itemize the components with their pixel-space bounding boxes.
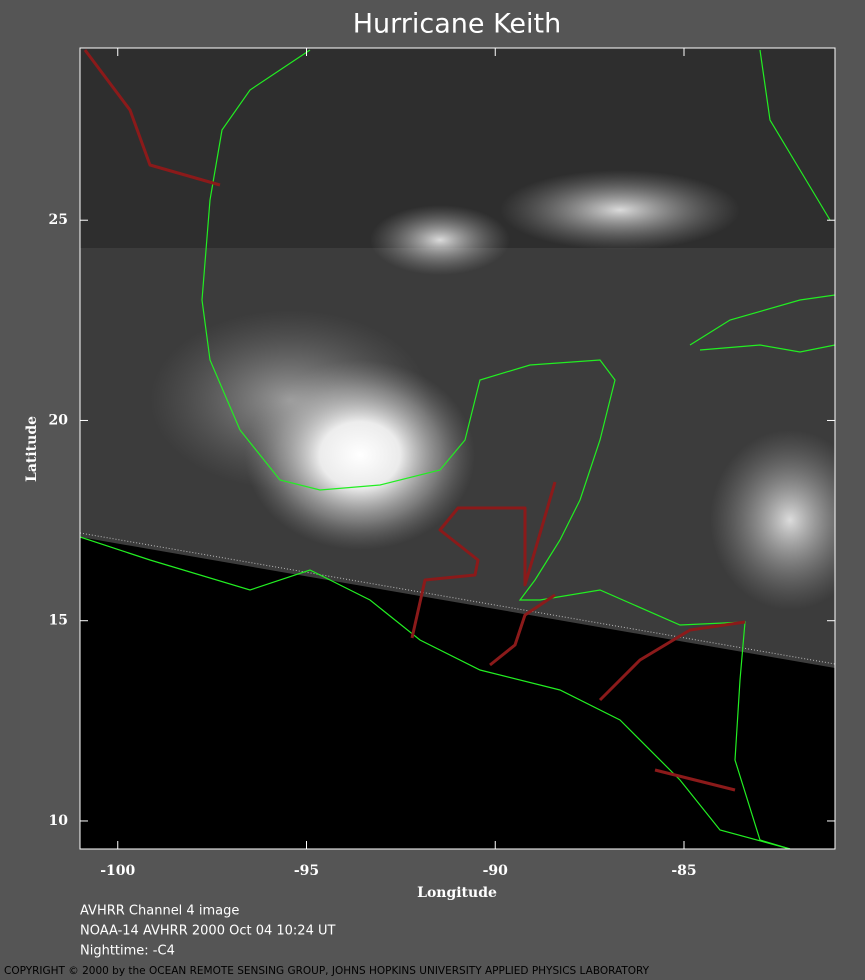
y-axis-label: Latitude <box>24 416 40 482</box>
cloud <box>710 430 835 610</box>
hurricane-cloud <box>245 360 475 550</box>
border <box>410 481 557 639</box>
y-tick-label: 10 <box>49 813 69 829</box>
coastline <box>80 536 791 849</box>
x-tick-label: -100 <box>100 863 135 879</box>
caption: NOAA-14 AVHRR 2000 Oct 04 10:24 UT <box>80 924 335 939</box>
coastline <box>759 49 831 221</box>
coastline <box>699 344 835 353</box>
border <box>598 620 746 702</box>
y-tick-label: 15 <box>49 613 68 629</box>
y-tick-label: 20 <box>49 412 69 428</box>
copyright: COPYRIGHT © 2000 by the OCEAN REMOTE SEN… <box>4 965 650 977</box>
x-tick-label: -85 <box>671 863 696 879</box>
y-tick-label: 25 <box>49 212 68 228</box>
x-axis-label: Longitude <box>417 885 497 901</box>
x-tick-label: -95 <box>294 863 319 879</box>
coastline <box>201 49 791 849</box>
x-tick-label: -90 <box>483 863 509 879</box>
caption: Nighttime: -C4 <box>80 944 175 959</box>
plot-frame <box>79 47 836 850</box>
satellite-image <box>80 48 835 849</box>
cloud <box>500 170 740 250</box>
title: Hurricane Keith <box>353 9 562 40</box>
cloud <box>370 205 510 275</box>
border <box>654 768 736 792</box>
border <box>489 593 556 667</box>
caption: AVHRR Channel 4 image <box>80 904 239 919</box>
coastline <box>689 294 835 346</box>
border <box>83 49 221 187</box>
night-region <box>80 537 835 849</box>
